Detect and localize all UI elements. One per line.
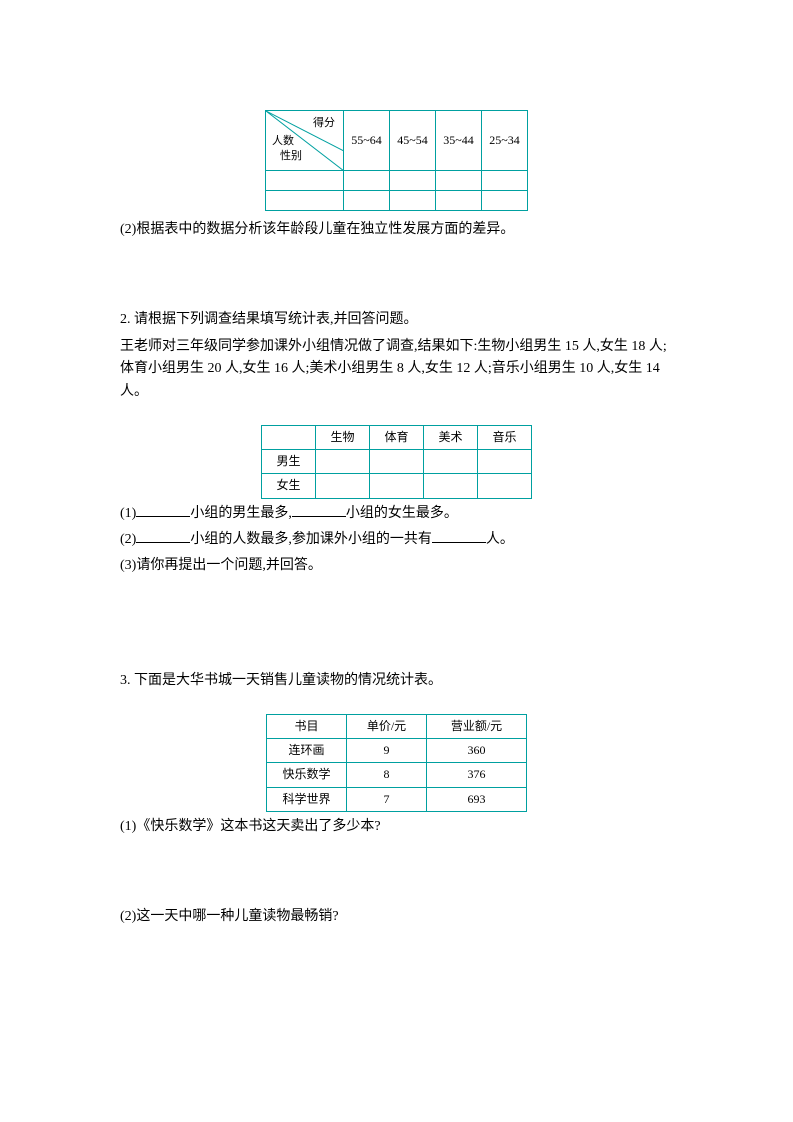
q3-title: 3. 下面是大华书城一天销售儿童读物的情况统计表。 <box>120 670 673 692</box>
col-header: 生物 <box>316 425 370 449</box>
col-header: 25~34 <box>482 111 528 171</box>
diagonal-header-cell: 得分 人数 性别 <box>266 111 344 171</box>
book-name: 连环画 <box>267 739 347 763</box>
q2-l1-a: (1) <box>120 506 136 521</box>
empty-cell <box>390 191 436 211</box>
book-name: 科学世界 <box>267 787 347 811</box>
col-header: 音乐 <box>478 425 532 449</box>
empty-cell <box>390 171 436 191</box>
diag-label-score: 得分 <box>313 115 335 133</box>
diag-label-gender: 性别 <box>280 148 302 166</box>
empty-cell <box>266 171 344 191</box>
q2-line1: (1) 小组的男生最多, 小组的女生最多。 <box>120 503 673 525</box>
col-header: 书目 <box>267 715 347 739</box>
empty-cell <box>482 191 528 211</box>
q2-l2-a: (2) <box>120 532 136 547</box>
table1-container: 得分 人数 性别 55~64 45~54 35~44 25~34 <box>120 110 673 211</box>
col-header: 体育 <box>370 425 424 449</box>
q2-l2-b: 小组的人数最多,参加课外小组的一共有 <box>190 532 432 547</box>
row-header: 男生 <box>262 450 316 474</box>
col-header: 美术 <box>424 425 478 449</box>
empty-cell <box>316 450 370 474</box>
unit-price: 8 <box>347 763 427 787</box>
q3-part2: (2)这一天中哪一种儿童读物最畅销? <box>120 906 673 928</box>
unit-price: 9 <box>347 739 427 763</box>
blank <box>136 529 190 543</box>
unit-price: 7 <box>347 787 427 811</box>
q2-line3: (3)请你再提出一个问题,并回答。 <box>120 555 673 577</box>
revenue: 693 <box>427 787 527 811</box>
empty-cell <box>266 191 344 211</box>
empty-cell <box>482 171 528 191</box>
empty-cell <box>262 425 316 449</box>
revenue: 360 <box>427 739 527 763</box>
q2-line2: (2) 小组的人数最多,参加课外小组的一共有 人。 <box>120 529 673 551</box>
score-gender-table: 得分 人数 性别 55~64 45~54 35~44 25~34 <box>265 110 528 211</box>
row-header: 女生 <box>262 474 316 498</box>
col-header: 营业额/元 <box>427 715 527 739</box>
col-header: 35~44 <box>436 111 482 171</box>
col-header: 55~64 <box>344 111 390 171</box>
q2-l1-b: 小组的男生最多, <box>190 506 292 521</box>
empty-cell <box>436 191 482 211</box>
empty-cell <box>370 474 424 498</box>
empty-cell <box>344 171 390 191</box>
revenue: 376 <box>427 763 527 787</box>
q2-l2-c: 人。 <box>486 532 514 547</box>
empty-cell <box>344 191 390 211</box>
club-table: 生物 体育 美术 音乐 男生 女生 <box>261 425 532 499</box>
empty-cell <box>370 450 424 474</box>
q2-l1-c: 小组的女生最多。 <box>346 506 458 521</box>
q2-desc: 王老师对三年级同学参加课外小组情况做了调查,结果如下:生物小组男生 15 人,女… <box>120 336 673 403</box>
book-name: 快乐数学 <box>267 763 347 787</box>
sales-table: 书目 单价/元 营业额/元 连环画 9 360 快乐数学 8 376 科学世界 … <box>266 714 527 812</box>
col-header: 单价/元 <box>347 715 427 739</box>
empty-cell <box>478 450 532 474</box>
empty-cell <box>424 474 478 498</box>
col-header: 45~54 <box>390 111 436 171</box>
q1-part2: (2)根据表中的数据分析该年龄段儿童在独立性发展方面的差异。 <box>120 219 673 241</box>
empty-cell <box>436 171 482 191</box>
empty-cell <box>424 450 478 474</box>
blank <box>136 503 190 517</box>
q2-title: 2. 请根据下列调查结果填写统计表,并回答问题。 <box>120 309 673 331</box>
blank <box>432 529 486 543</box>
empty-cell <box>478 474 532 498</box>
q3-part1: (1)《快乐数学》这本书这天卖出了多少本? <box>120 816 673 838</box>
blank <box>292 503 346 517</box>
empty-cell <box>316 474 370 498</box>
